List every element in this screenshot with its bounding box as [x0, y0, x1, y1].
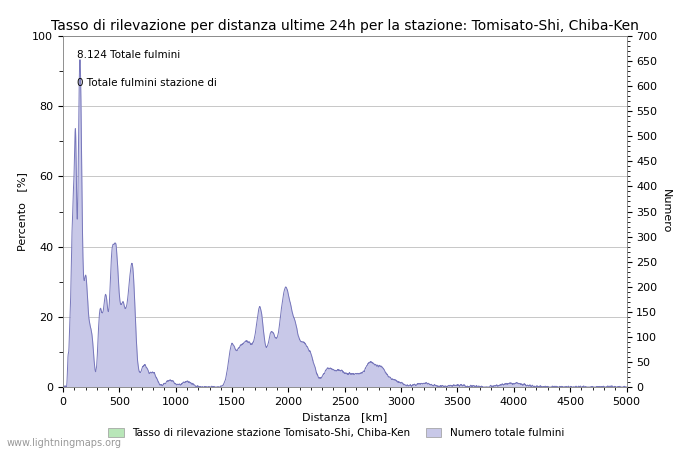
Y-axis label: Percento   [%]: Percento [%] [17, 172, 27, 251]
Text: 8.124 Totale fulmini: 8.124 Totale fulmini [77, 50, 181, 60]
Legend: Tasso di rilevazione stazione Tomisato-Shi, Chiba-Ken, Numero totale fulmini: Tasso di rilevazione stazione Tomisato-S… [104, 424, 568, 442]
Text: 0 Totale fulmini stazione di: 0 Totale fulmini stazione di [77, 78, 217, 88]
Text: www.lightningmaps.org: www.lightningmaps.org [7, 438, 122, 448]
Y-axis label: Numero: Numero [662, 189, 671, 234]
Title: Tasso di rilevazione per distanza ultime 24h per la stazione: Tomisato-Shi, Chib: Tasso di rilevazione per distanza ultime… [51, 19, 638, 33]
X-axis label: Distanza   [km]: Distanza [km] [302, 412, 387, 422]
